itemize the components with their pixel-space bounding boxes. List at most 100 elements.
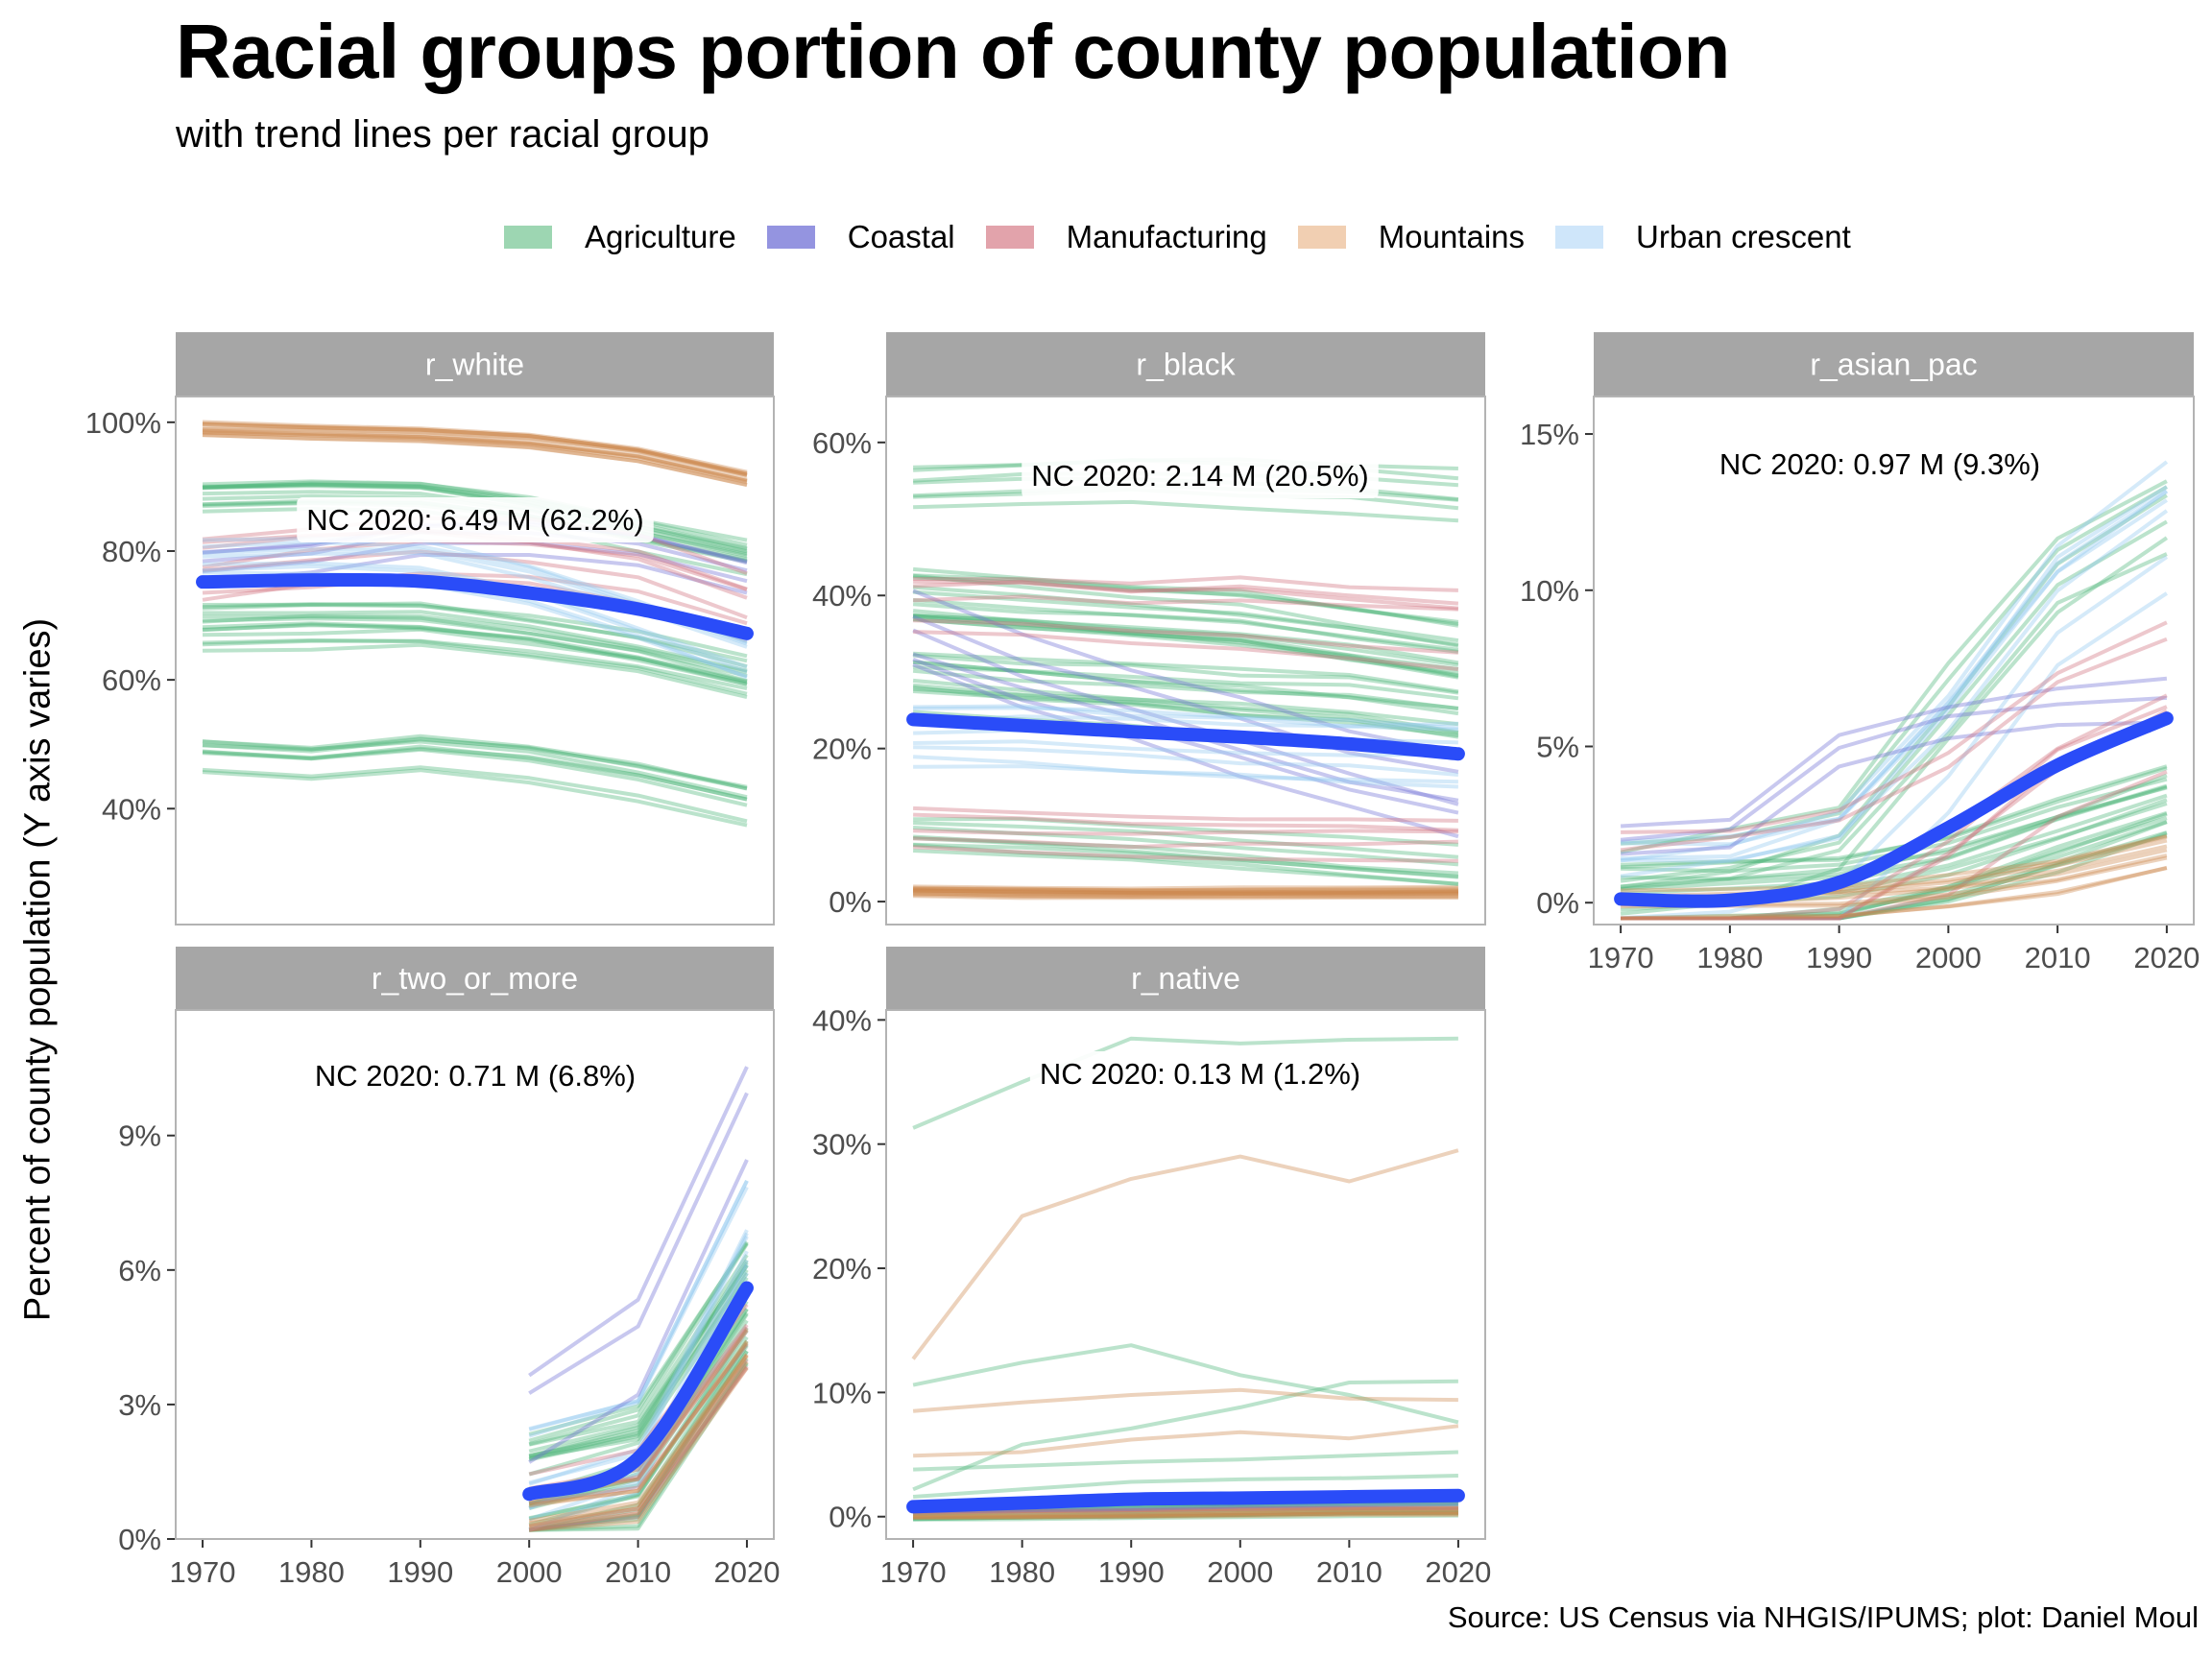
county-line-agriculture — [912, 613, 1459, 678]
county-line-urban — [528, 1180, 749, 1431]
county-line-mountains — [913, 1505, 1458, 1514]
y-tick-label: 15% — [1520, 418, 1579, 451]
y-tick-label: 3% — [118, 1388, 161, 1422]
y-tick-label: 6% — [118, 1254, 161, 1287]
county-line-urban — [913, 706, 1459, 731]
county-line-mountains — [913, 888, 1458, 895]
county-line-coastal — [912, 628, 1459, 806]
county-line-urban — [1620, 489, 2169, 878]
county-line-urban — [528, 1250, 749, 1510]
county-line-agriculture — [528, 1276, 749, 1462]
county-line-agriculture — [912, 660, 1459, 710]
county-line-agriculture — [528, 1240, 749, 1443]
county-line-agriculture — [529, 1357, 749, 1532]
county-line-agriculture — [912, 566, 1459, 626]
county-line-manufacturing — [528, 1364, 749, 1532]
county-line-agriculture — [528, 1312, 749, 1511]
county-line-mountains — [912, 1387, 1458, 1413]
county-line-agriculture — [202, 482, 748, 551]
facet-strip — [886, 947, 1485, 1010]
x-tick-label: 1990 — [387, 1555, 453, 1589]
county-line-agriculture — [202, 765, 748, 824]
county-line-agriculture — [913, 836, 1459, 879]
county-line-agriculture — [202, 480, 748, 542]
source-caption: Source: US Census via NHGIS/IPUMS; plot:… — [1447, 1600, 2199, 1634]
county-line-agriculture — [913, 1507, 1458, 1519]
x-tick-label: 1990 — [1098, 1555, 1165, 1589]
county-line-agriculture — [202, 733, 748, 791]
x-tick-label: 2010 — [605, 1555, 671, 1589]
nc-2020-annotation: NC 2020: 6.49 M (62.2%) — [306, 503, 644, 537]
x-tick-label: 2010 — [1316, 1555, 1382, 1589]
y-tick-label: 20% — [812, 1252, 872, 1286]
county-line-mountains — [528, 1339, 749, 1506]
county-line-coastal — [202, 541, 748, 584]
county-line-agriculture — [528, 1241, 749, 1436]
county-line-agriculture — [913, 817, 1459, 847]
county-line-agriculture — [202, 602, 748, 663]
county-line-agriculture — [528, 1350, 749, 1532]
county-line-mountains — [528, 1353, 749, 1523]
county-line-agriculture — [1621, 810, 2168, 921]
annotation-background — [297, 497, 654, 542]
facet-strip-label: r_asian_pac — [1810, 348, 1977, 382]
county-line-agriculture — [912, 1379, 1458, 1492]
county-line-urban — [1621, 485, 2168, 860]
county-line-mountains — [528, 1355, 749, 1526]
panel-border — [1593, 396, 2195, 926]
y-tick-label: 0% — [829, 1501, 872, 1534]
y-tick-label: 0% — [118, 1523, 161, 1556]
nc-2020-annotation: NC 2020: 0.13 M (1.2%) — [1040, 1057, 1360, 1091]
panel-border — [175, 396, 775, 926]
county-line-urban — [528, 1179, 749, 1431]
county-line-mountains — [913, 888, 1458, 897]
county-line-agriculture — [1620, 552, 2168, 891]
county-line-agriculture — [913, 665, 1459, 701]
annotation-background — [1022, 453, 1379, 498]
facet-r-white: r_white 40% 60% 80% 100% — [85, 332, 775, 926]
county-line-mountains — [911, 1148, 1459, 1360]
facet-r-asian-pac: r_asian_pac 0% 5% 10% 15% 1970 1980 1990 2000 201… — [1520, 332, 2200, 974]
county-line-coastal — [912, 657, 1459, 815]
facet-r-black: r_black 0% 20% 40% 60% — [812, 332, 1486, 926]
county-line-mountains — [529, 1366, 749, 1532]
y-tick-label: 40% — [812, 1003, 872, 1037]
county-line-mountains — [913, 886, 1458, 893]
county-line-mountains — [202, 428, 748, 483]
county-line-urban — [912, 755, 1458, 789]
county-line-coastal — [912, 614, 1459, 774]
county-line-agriculture — [912, 1343, 1459, 1425]
county-line-mountains — [1621, 866, 2168, 921]
county-line-agriculture — [912, 834, 1459, 876]
county-line-agriculture — [912, 685, 1459, 738]
county-line-manufacturing — [913, 579, 1459, 606]
county-line-agriculture — [912, 1036, 1458, 1130]
legend-label-urban-crescent: Urban crescent — [1636, 219, 1851, 254]
trend-line — [196, 572, 754, 640]
county-line-agriculture — [912, 609, 1459, 665]
county-line-mountains — [913, 894, 1458, 901]
county-lines — [906, 1036, 1465, 1522]
county-line-agriculture — [202, 613, 748, 674]
county-line-mountains — [528, 1360, 749, 1529]
county-line-coastal — [528, 1066, 749, 1378]
county-line-agriculture — [529, 1360, 749, 1532]
y-tick-label: 10% — [1520, 574, 1579, 608]
county-line-manufacturing — [528, 1342, 749, 1505]
county-line-agriculture — [912, 678, 1459, 734]
y-tick-label: 80% — [102, 535, 161, 568]
x-tick-label: 1970 — [170, 1555, 236, 1589]
county-line-mountains — [913, 889, 1458, 897]
county-line-agriculture — [202, 627, 748, 685]
county-line-agriculture — [202, 603, 748, 659]
county-line-agriculture — [202, 638, 748, 691]
facet-r-two-or-more: r_two_or_more 0% 3% 6% 9% 1970 1980 1990 2000 201… — [118, 947, 780, 1589]
county-line-agriculture — [912, 843, 1459, 886]
county-line-agriculture — [528, 1272, 749, 1460]
county-line-mountains — [913, 1424, 1459, 1458]
x-tick-label: 1970 — [880, 1555, 947, 1589]
county-line-agriculture — [202, 739, 748, 800]
y-tick-label: 40% — [102, 792, 161, 826]
legend-label-mountains: Mountains — [1378, 219, 1526, 254]
facet-r-native: r_native 0% 10% 20% 30% 40% 1970 1980 1990 2000 20… — [812, 947, 1491, 1589]
